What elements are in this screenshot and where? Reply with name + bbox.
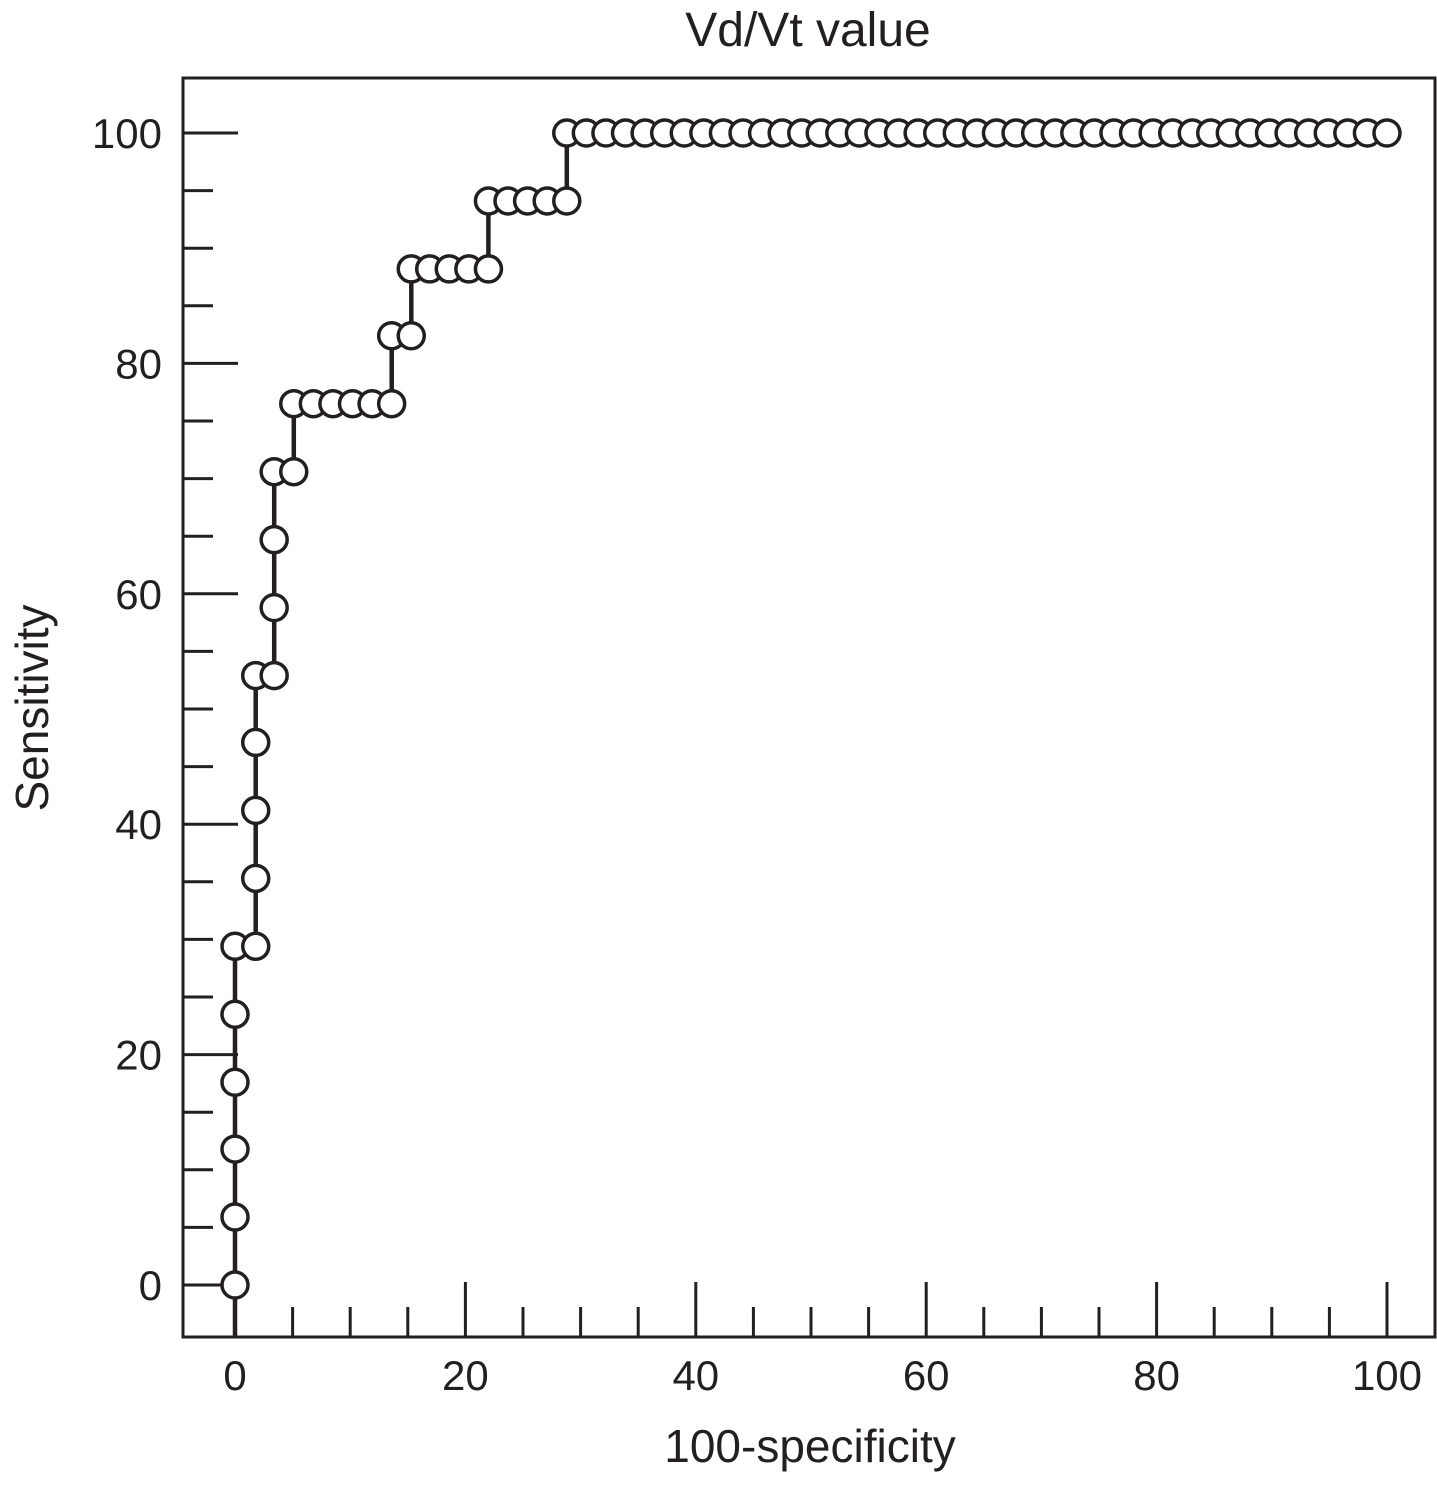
tick-labels: 0 20 40 60 80 100 0 20 40 60 80 100 [92,110,1422,1399]
roc-point [220,1134,250,1164]
axis-ticks [183,131,1389,1337]
y-tick-label: 20 [115,1032,162,1079]
y-tick-label: 40 [115,801,162,848]
roc-point [240,863,271,894]
roc-point [220,999,250,1030]
roc-point [279,456,309,487]
y-axis-label: Sensitivity [6,604,58,811]
roc-point [259,524,289,555]
plot-frame [181,76,1437,1339]
roc-point [259,660,289,691]
y-tick-label: 60 [115,571,162,618]
roc-point [473,254,504,284]
roc-point [396,321,427,351]
x-tick-label: 0 [223,1352,246,1399]
roc-point [552,186,582,216]
roc-point [259,592,289,623]
roc-point [240,931,271,962]
roc-point [240,795,271,826]
x-tick-label: 20 [442,1352,489,1399]
plot-area [220,118,1402,1337]
roc-point [220,1067,250,1097]
roc-point [376,388,407,419]
x-tick-label: 80 [1133,1352,1180,1399]
chart-title: Vd/Vt value [685,4,930,57]
y-tick-label: 100 [92,110,162,157]
x-tick-label: 60 [903,1352,950,1399]
x-tick-label: 40 [672,1352,719,1399]
y-tick-label: 80 [115,340,162,387]
x-axis-label: 100-specificity [664,1420,955,1472]
roc-point [220,1270,250,1300]
y-tick-label: 0 [139,1262,162,1309]
roc-line [232,130,1387,1285]
roc-point [1372,118,1402,148]
roc-point [240,727,271,758]
x-tick-label: 100 [1352,1352,1422,1399]
roc-point [220,1202,250,1232]
